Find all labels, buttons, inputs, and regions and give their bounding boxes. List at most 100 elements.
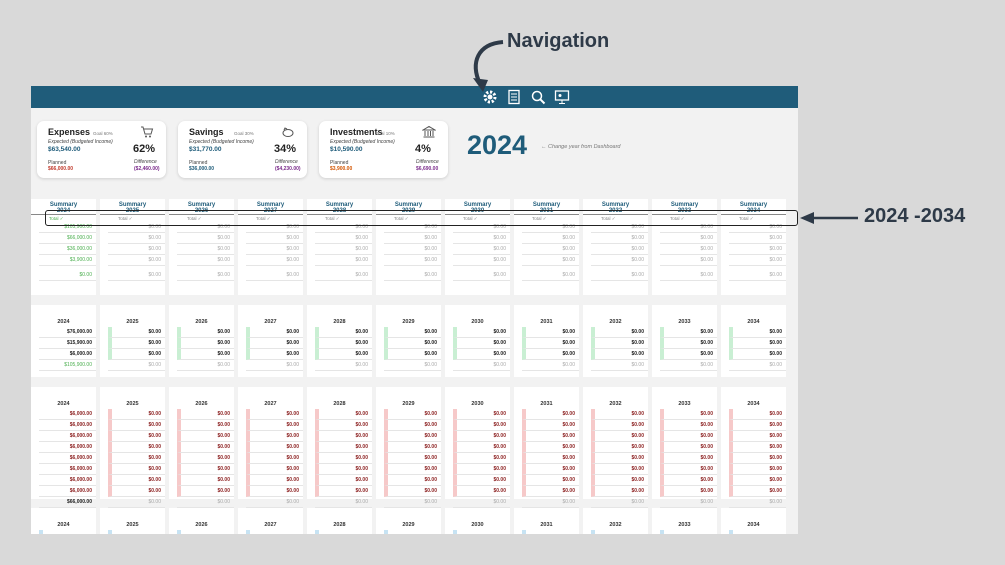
- value-cell[interactable]: $0.00: [384, 497, 441, 508]
- value-cell[interactable]: $76,000.00: [39, 327, 96, 338]
- value-cell[interactable]: $0.00: [660, 327, 717, 338]
- value-cell[interactable]: $0.00: [177, 420, 234, 431]
- value-cell[interactable]: $0.00: [660, 442, 717, 453]
- value-cell[interactable]: $0.00: [177, 360, 234, 371]
- value-cell[interactable]: $0.00: [108, 327, 165, 338]
- value-cell[interactable]: $0.00: [660, 222, 717, 233]
- value-cell[interactable]: $0.00: [108, 349, 165, 360]
- value-cell[interactable]: $0.00: [591, 349, 648, 360]
- value-cell[interactable]: $0.00: [729, 338, 786, 349]
- value-cell-partial[interactable]: [453, 530, 510, 534]
- value-cell[interactable]: $0.00: [315, 420, 372, 431]
- value-cell[interactable]: $0.00: [39, 270, 96, 281]
- value-cell[interactable]: $6,000.00: [39, 475, 96, 486]
- gear-icon[interactable]: [481, 88, 499, 106]
- value-cell[interactable]: $0.00: [522, 420, 579, 431]
- value-cell-partial[interactable]: [729, 530, 786, 534]
- value-cell[interactable]: $0.00: [177, 233, 234, 244]
- value-cell[interactable]: $0.00: [177, 486, 234, 497]
- value-cell[interactable]: $0.00: [591, 255, 648, 266]
- value-cell[interactable]: $0.00: [177, 222, 234, 233]
- value-cell[interactable]: $36,000.00: [39, 244, 96, 255]
- value-cell[interactable]: $0.00: [246, 475, 303, 486]
- value-cell[interactable]: $0.00: [315, 244, 372, 255]
- value-cell[interactable]: $0.00: [729, 244, 786, 255]
- value-cell[interactable]: $0.00: [453, 431, 510, 442]
- value-cell[interactable]: $0.00: [522, 244, 579, 255]
- value-cell[interactable]: $0.00: [384, 233, 441, 244]
- value-cell[interactable]: $0.00: [177, 475, 234, 486]
- value-cell[interactable]: $0.00: [729, 270, 786, 281]
- value-cell[interactable]: $0.00: [660, 420, 717, 431]
- value-cell[interactable]: $0.00: [729, 475, 786, 486]
- value-cell[interactable]: $0.00: [660, 255, 717, 266]
- value-cell[interactable]: $0.00: [108, 360, 165, 371]
- value-cell[interactable]: $0.00: [729, 349, 786, 360]
- value-cell[interactable]: $0.00: [729, 453, 786, 464]
- value-cell[interactable]: $0.00: [384, 244, 441, 255]
- value-cell[interactable]: $0.00: [108, 420, 165, 431]
- value-cell[interactable]: $0.00: [660, 338, 717, 349]
- value-cell[interactable]: $0.00: [315, 222, 372, 233]
- value-cell[interactable]: $0.00: [315, 360, 372, 371]
- value-cell[interactable]: $0.00: [453, 486, 510, 497]
- value-cell[interactable]: $0.00: [108, 244, 165, 255]
- sheet-icon[interactable]: [505, 88, 523, 106]
- value-cell-partial[interactable]: [522, 530, 579, 534]
- value-cell[interactable]: $0.00: [315, 486, 372, 497]
- value-cell[interactable]: $0.00: [246, 338, 303, 349]
- value-cell[interactable]: $0.00: [591, 222, 648, 233]
- value-cell[interactable]: $0.00: [246, 270, 303, 281]
- value-cell[interactable]: $0.00: [384, 338, 441, 349]
- value-cell[interactable]: $6,000.00: [39, 431, 96, 442]
- value-cell[interactable]: $0.00: [177, 464, 234, 475]
- value-cell[interactable]: $0.00: [315, 497, 372, 508]
- value-cell-partial[interactable]: [177, 530, 234, 534]
- value-cell[interactable]: $0.00: [591, 327, 648, 338]
- value-cell[interactable]: $0.00: [729, 233, 786, 244]
- value-cell[interactable]: $0.00: [660, 475, 717, 486]
- value-cell[interactable]: $0.00: [660, 497, 717, 508]
- value-cell[interactable]: $0.00: [522, 270, 579, 281]
- value-cell[interactable]: $0.00: [177, 497, 234, 508]
- value-cell[interactable]: $0.00: [729, 431, 786, 442]
- value-cell[interactable]: $0.00: [315, 338, 372, 349]
- value-cell[interactable]: $0.00: [453, 270, 510, 281]
- value-cell[interactable]: $0.00: [591, 453, 648, 464]
- value-cell[interactable]: $0.00: [591, 464, 648, 475]
- value-cell[interactable]: $0.00: [729, 327, 786, 338]
- value-cell[interactable]: $0.00: [453, 464, 510, 475]
- value-cell[interactable]: $15,900.00: [39, 338, 96, 349]
- value-cell[interactable]: $0.00: [660, 431, 717, 442]
- value-cell[interactable]: $0.00: [108, 222, 165, 233]
- value-cell[interactable]: $0.00: [660, 349, 717, 360]
- value-cell[interactable]: $0.00: [660, 453, 717, 464]
- value-cell[interactable]: $0.00: [108, 464, 165, 475]
- value-cell[interactable]: $0.00: [591, 409, 648, 420]
- value-cell[interactable]: $0.00: [177, 255, 234, 266]
- value-cell[interactable]: $0.00: [246, 327, 303, 338]
- value-cell[interactable]: $0.00: [453, 327, 510, 338]
- value-cell[interactable]: $0.00: [384, 360, 441, 371]
- value-cell[interactable]: $0.00: [384, 431, 441, 442]
- value-cell[interactable]: $3,900.00: [39, 255, 96, 266]
- value-cell[interactable]: $0.00: [108, 233, 165, 244]
- value-cell[interactable]: $0.00: [591, 497, 648, 508]
- value-cell[interactable]: $0.00: [591, 442, 648, 453]
- value-cell[interactable]: $0.00: [108, 497, 165, 508]
- value-cell[interactable]: $0.00: [522, 222, 579, 233]
- zoom-icon[interactable]: [529, 88, 547, 106]
- value-cell[interactable]: $0.00: [453, 409, 510, 420]
- value-cell[interactable]: $0.00: [522, 327, 579, 338]
- value-cell[interactable]: $66,000.00: [39, 233, 96, 244]
- value-cell[interactable]: $0.00: [315, 233, 372, 244]
- value-cell[interactable]: $0.00: [246, 244, 303, 255]
- value-cell[interactable]: $0.00: [522, 464, 579, 475]
- value-cell-partial[interactable]: [315, 530, 372, 534]
- value-cell-partial[interactable]: [246, 530, 303, 534]
- value-cell[interactable]: $0.00: [384, 464, 441, 475]
- value-cell[interactable]: $0.00: [108, 409, 165, 420]
- value-cell[interactable]: $0.00: [315, 453, 372, 464]
- value-cell[interactable]: $0.00: [315, 409, 372, 420]
- value-cell[interactable]: $0.00: [522, 360, 579, 371]
